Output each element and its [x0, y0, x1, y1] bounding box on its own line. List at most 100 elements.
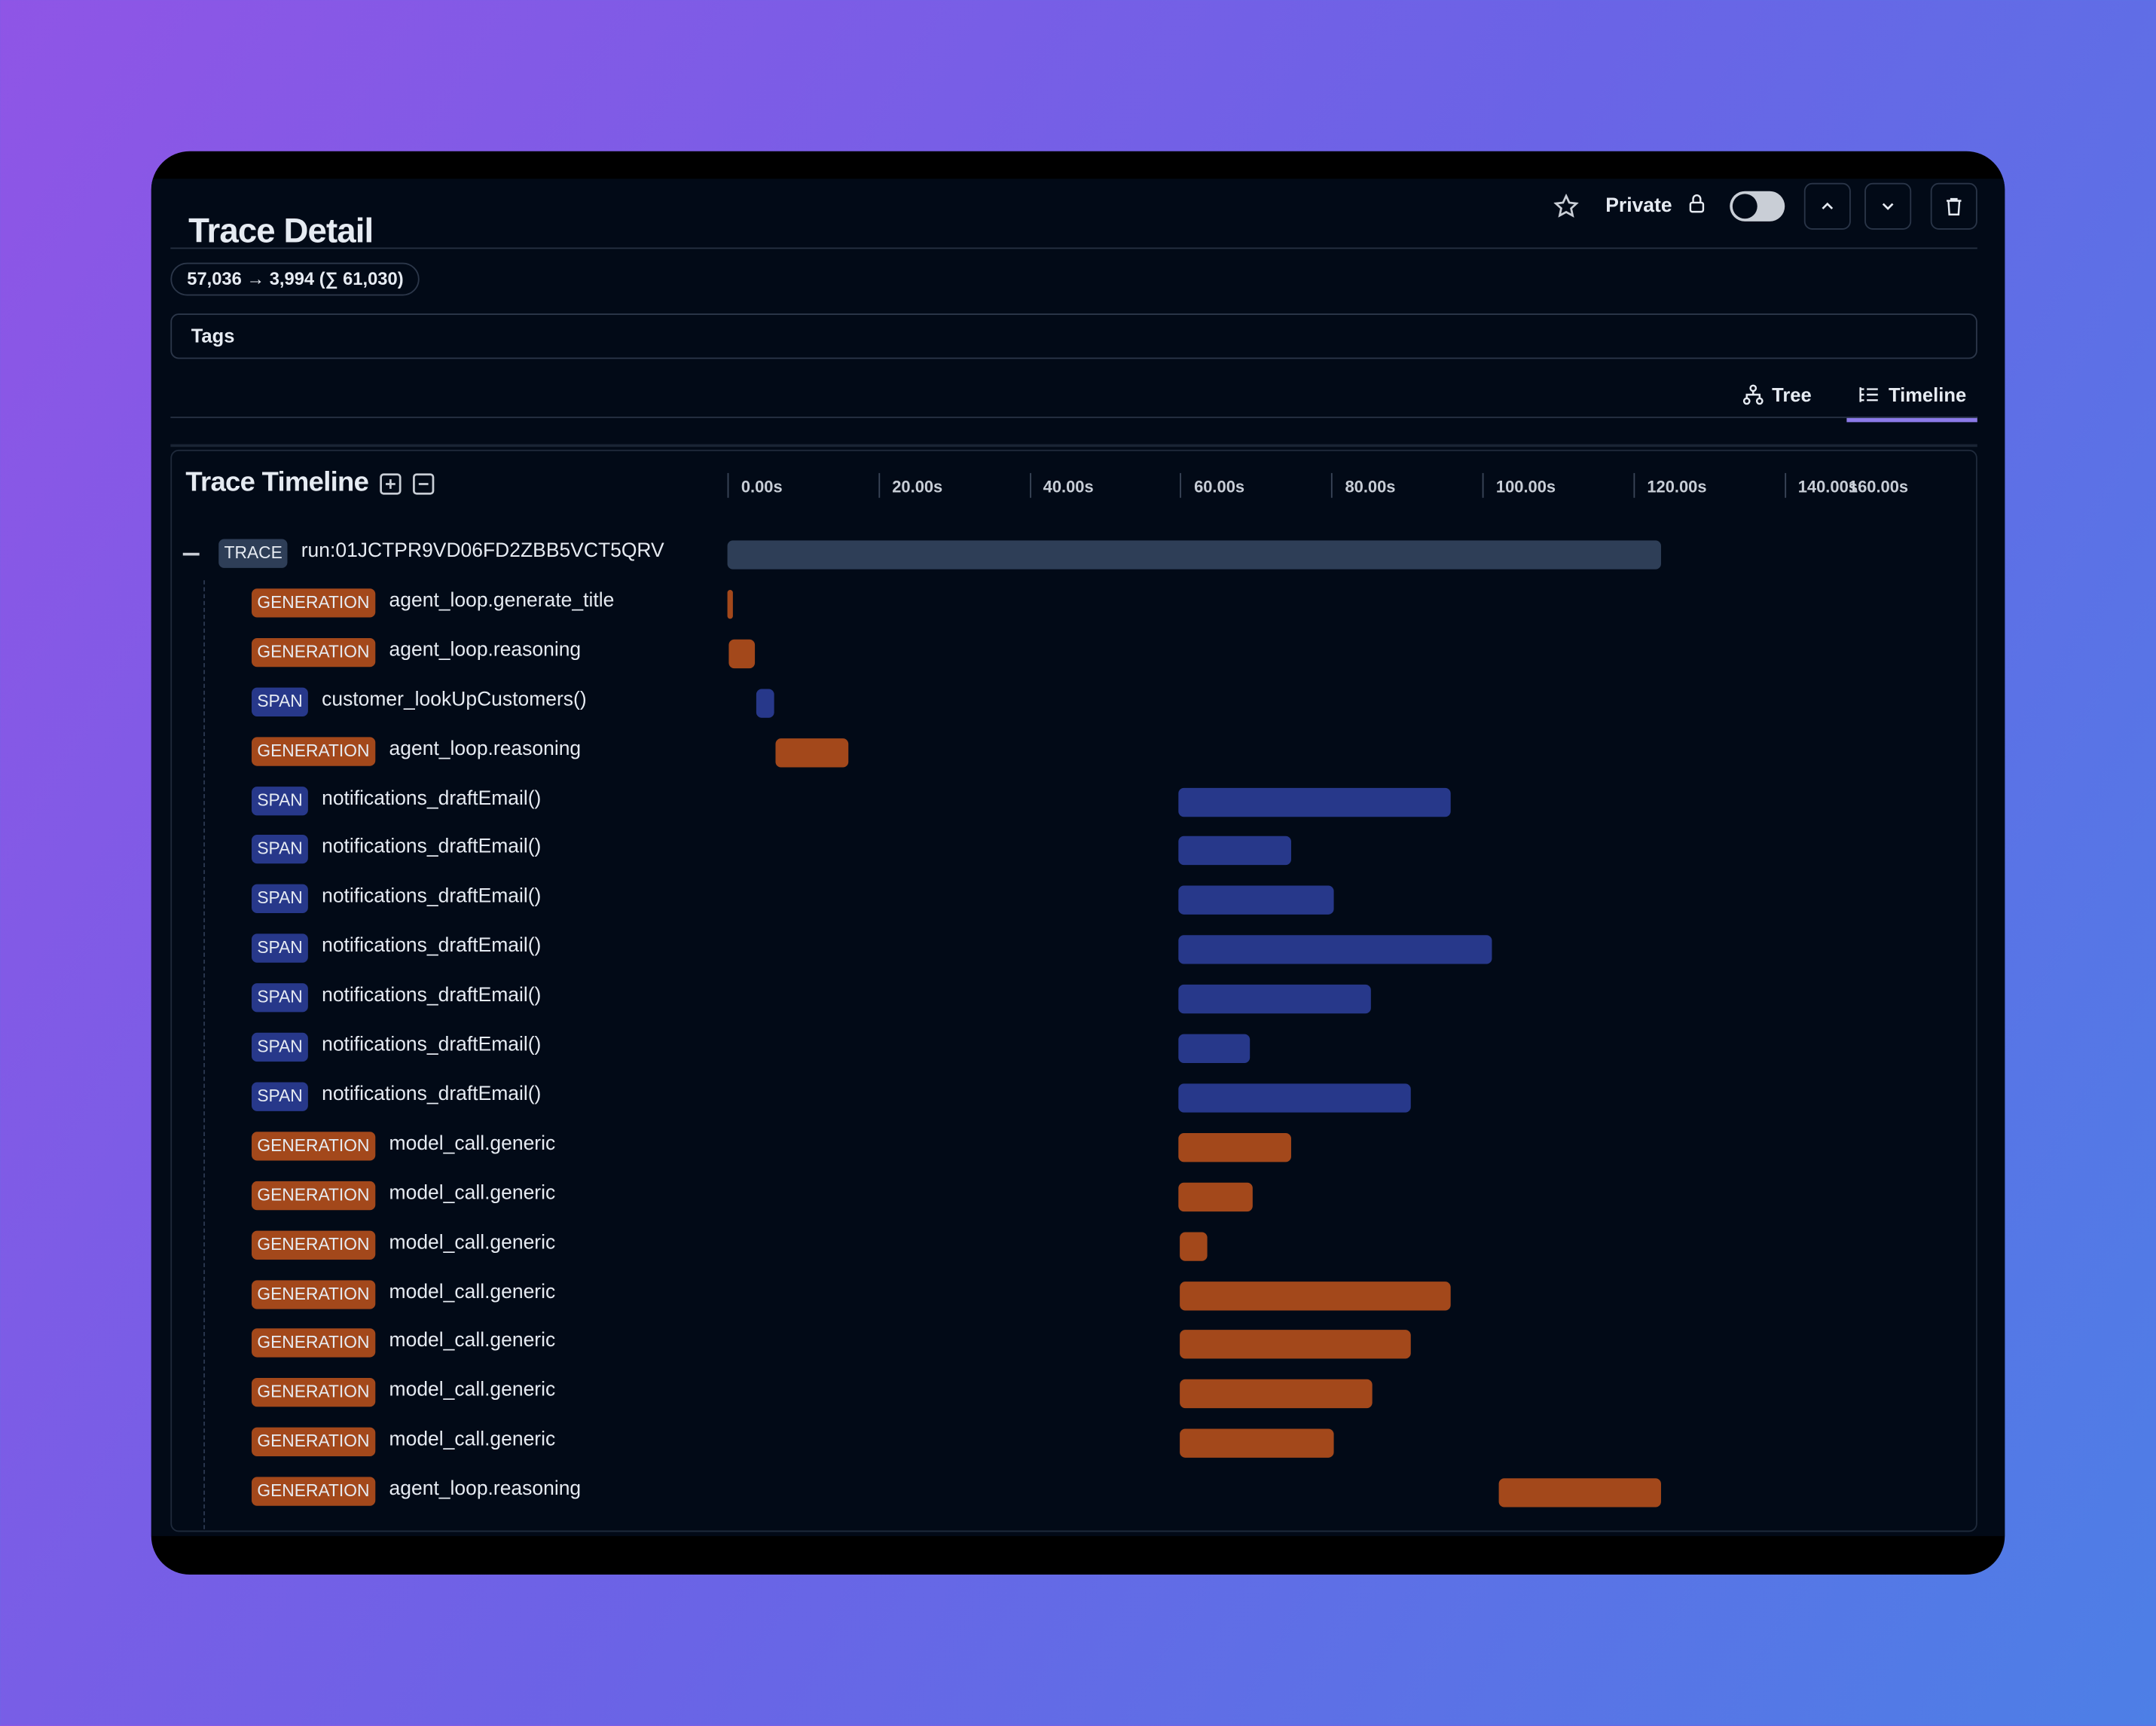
duration-bar[interactable]: [1179, 1330, 1411, 1360]
duration-bar[interactable]: [1178, 1182, 1254, 1211]
type-badge: GENERATION: [252, 1230, 375, 1260]
timeline-row[interactable]: GENERATION model_call.generic: [172, 1220, 1976, 1270]
timeline-row[interactable]: SPAN notifications_draftEmail(): [172, 1073, 1976, 1123]
span-name[interactable]: model_call.generic: [389, 1182, 556, 1205]
timeline-row[interactable]: SPAN notifications_draftEmail(): [172, 826, 1976, 875]
type-badge: GENERATION: [252, 1428, 375, 1457]
duration-bar[interactable]: [1177, 1083, 1411, 1113]
axis-tick: 120.00s: [1633, 472, 1707, 498]
duration-bar[interactable]: [727, 540, 1662, 570]
header-divider: [170, 247, 1977, 249]
span-name[interactable]: notifications_draftEmail(): [322, 985, 542, 1007]
timeline-row[interactable]: GENERATION model_call.generic: [172, 1319, 1976, 1369]
span-name[interactable]: customer_lookUpCustomers(): [322, 688, 587, 711]
span-name[interactable]: notifications_draftEmail(): [322, 787, 542, 810]
timeline-row[interactable]: SPAN notifications_draftEmail(): [172, 875, 1976, 924]
duration-bar[interactable]: [1177, 1034, 1250, 1063]
trace-detail-panel: Trace Detail Private 57,036 → 3,994 (∑ 6…: [151, 179, 2005, 1536]
span-name[interactable]: model_call.generic: [389, 1281, 556, 1303]
duration-bar[interactable]: [727, 589, 733, 619]
span-name[interactable]: model_call.generic: [389, 1330, 556, 1352]
tags-field[interactable]: Tags: [170, 313, 1977, 359]
tree-icon: [1742, 384, 1763, 405]
span-name[interactable]: model_call.generic: [389, 1379, 556, 1402]
span-name[interactable]: notifications_draftEmail(): [322, 935, 542, 958]
axis-tick: 60.00s: [1180, 472, 1244, 498]
timeline-row[interactable]: SPAN customer_lookUpCustomers(): [172, 677, 1976, 727]
collapse-toggle-icon[interactable]: [182, 552, 200, 556]
timeline-row[interactable]: TRACE run:01JCTPR9VD06FD2ZBB5VCT5QRV: [172, 530, 1976, 579]
type-badge: GENERATION: [252, 1279, 375, 1309]
duration-bar[interactable]: [728, 639, 755, 668]
chevron-up-icon: [1822, 202, 1834, 209]
private-toggle[interactable]: [1730, 191, 1785, 221]
duration-bar[interactable]: [1179, 1428, 1334, 1459]
span-name[interactable]: model_call.generic: [389, 1132, 556, 1155]
duration-bar[interactable]: [1177, 886, 1334, 915]
span-name[interactable]: notifications_draftEmail(): [322, 886, 542, 909]
span-name[interactable]: notifications_draftEmail(): [322, 1083, 542, 1106]
tab-tree-label: Tree: [1772, 383, 1812, 406]
axis-tick: 100.00s: [1482, 472, 1556, 498]
previous-trace-button[interactable]: [1803, 182, 1851, 230]
duration-bar[interactable]: [1177, 985, 1371, 1014]
next-trace-button[interactable]: [1864, 182, 1912, 230]
timeline-row[interactable]: SPAN notifications_draftEmail(): [172, 973, 1976, 1023]
type-badge: SPAN: [252, 786, 309, 815]
type-badge: SPAN: [252, 933, 309, 964]
duration-bar[interactable]: [1179, 1379, 1373, 1409]
collapse-all-icon[interactable]: [413, 472, 435, 494]
span-name[interactable]: notifications_draftEmail(): [322, 836, 542, 859]
duration-bar[interactable]: [1177, 787, 1451, 817]
span-name[interactable]: agent_loop.reasoning: [389, 639, 582, 661]
duration-bar[interactable]: [1498, 1478, 1662, 1508]
duration-bar[interactable]: [775, 738, 848, 767]
page-title: Trace Detail: [188, 212, 374, 251]
timeline-row[interactable]: GENERATION model_call.generic: [172, 1122, 1976, 1172]
axis-tick: 40.00s: [1029, 472, 1094, 498]
type-badge: GENERATION: [252, 1181, 375, 1210]
timeline-row[interactable]: GENERATION agent_loop.reasoning: [172, 1468, 1976, 1517]
trash-icon: [1947, 197, 1962, 215]
star-icon[interactable]: [1550, 194, 1580, 218]
span-name[interactable]: model_call.generic: [389, 1428, 556, 1452]
type-badge: SPAN: [252, 884, 309, 914]
timeline-row[interactable]: SPAN notifications_draftEmail(): [172, 776, 1976, 826]
delete-trace-button[interactable]: [1930, 182, 1977, 230]
span-name[interactable]: agent_loop.generate_title: [389, 589, 615, 613]
type-badge: GENERATION: [252, 1131, 375, 1161]
trace-detail-window: Trace Detail Private 57,036 → 3,994 (∑ 6…: [151, 151, 2005, 1575]
timeline-row[interactable]: SPAN notifications_draftEmail(): [172, 1023, 1976, 1073]
duration-bar[interactable]: [1179, 1281, 1451, 1310]
axis-tick: 80.00s: [1331, 472, 1395, 498]
expand-all-icon[interactable]: [380, 472, 402, 494]
span-name[interactable]: agent_loop.reasoning: [389, 738, 582, 760]
span-name[interactable]: notifications_draftEmail(): [322, 1034, 542, 1056]
duration-bar[interactable]: [1178, 1132, 1292, 1162]
tab-tree[interactable]: Tree: [1730, 371, 1822, 418]
span-name[interactable]: model_call.generic: [389, 1231, 556, 1254]
duration-bar[interactable]: [1177, 836, 1292, 866]
duration-bar[interactable]: [1179, 1231, 1208, 1261]
axis-tick: 140.00s: [1784, 472, 1858, 498]
tab-timeline[interactable]: Timeline: [1847, 371, 1977, 423]
type-badge: GENERATION: [252, 588, 375, 618]
lock-icon: [1686, 191, 1708, 222]
timeline-row[interactable]: GENERATION agent_loop.reasoning: [172, 727, 1976, 777]
span-name[interactable]: run:01JCTPR9VD06FD2ZBB5VCT5QRV: [301, 540, 664, 563]
type-badge: SPAN: [252, 687, 309, 716]
type-badge: GENERATION: [252, 637, 375, 667]
view-tabs: Tree Timeline: [1730, 371, 1977, 423]
duration-bar[interactable]: [756, 688, 774, 718]
timeline-row[interactable]: GENERATION model_call.generic: [172, 1369, 1976, 1419]
duration-bar[interactable]: [1177, 935, 1492, 964]
span-name[interactable]: agent_loop.reasoning: [389, 1478, 582, 1501]
timeline-row[interactable]: GENERATION model_call.generic: [172, 1418, 1976, 1468]
timeline-row[interactable]: GENERATION agent_loop.generate_title: [172, 579, 1976, 628]
timeline-row[interactable]: GENERATION model_call.generic: [172, 1270, 1976, 1320]
timeline-row[interactable]: GENERATION agent_loop.reasoning: [172, 628, 1976, 678]
header-actions: Private: [1550, 182, 1977, 231]
token-usage-badge: 57,036 → 3,994 (∑ 61,030): [170, 262, 420, 296]
timeline-row[interactable]: SPAN notifications_draftEmail(): [172, 924, 1976, 974]
timeline-row[interactable]: GENERATION model_call.generic: [172, 1172, 1976, 1221]
